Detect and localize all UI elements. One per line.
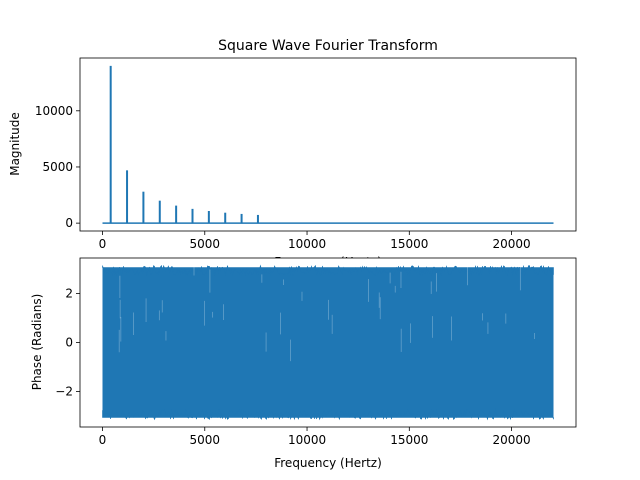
phase-x-tick-label: 20000 — [492, 433, 530, 447]
chart-title: Square Wave Fourier Transform — [218, 38, 438, 54]
magnitude-y-axis-label: Magnitude — [8, 112, 22, 176]
magnitude-y-tick-label: 10000 — [35, 104, 73, 118]
phase-band-top-edge — [102, 264, 554, 277]
magnitude-series — [102, 65, 554, 224]
phase-x-tick-label: 10000 — [288, 433, 326, 447]
phase-band — [102, 267, 554, 418]
phase-y-tick-label: 0 — [65, 336, 73, 350]
magnitude-x-tick-label: 20000 — [492, 237, 530, 251]
magnitude-x-tick-label: 15000 — [390, 237, 428, 251]
phase-y-tick-label: −2 — [55, 384, 73, 398]
phase-series — [102, 264, 554, 421]
magnitude-x-tick-label: 0 — [99, 237, 107, 251]
phase-axes-ticks: 0 5000 10000 15000 20000 −2 0 2 — [55, 287, 530, 447]
magnitude-plot: Square Wave Fourier Transform 0 5000 10000… — [8, 38, 577, 269]
phase-x-axis-label: Frequency (Hertz) — [274, 456, 382, 470]
magnitude-x-tick-label: 10000 — [288, 237, 326, 251]
magnitude-x-tick-label: 5000 — [189, 237, 220, 251]
phase-x-tick-label: 15000 — [390, 433, 428, 447]
magnitude-y-tick-label: 5000 — [42, 160, 73, 174]
phase-y-axis-label: Phase (Radians) — [30, 294, 44, 391]
magnitude-y-tick-label: 0 — [65, 216, 73, 230]
phase-x-tick-label: 5000 — [189, 433, 220, 447]
phase-band-bottom-edge — [102, 408, 554, 421]
magnitude-axes-frame — [79, 57, 577, 232]
phase-y-tick-label: 2 — [65, 287, 73, 301]
phase-plot: 0 5000 10000 15000 20000 −2 0 2 Frequency (Hert… — [30, 257, 577, 470]
magnitude-axes-ticks: 0 5000 10000 15000 20000 0 5000 10000 — [35, 104, 531, 251]
phase-axes-frame — [79, 257, 577, 428]
phase-x-tick-label: 0 — [99, 433, 107, 447]
